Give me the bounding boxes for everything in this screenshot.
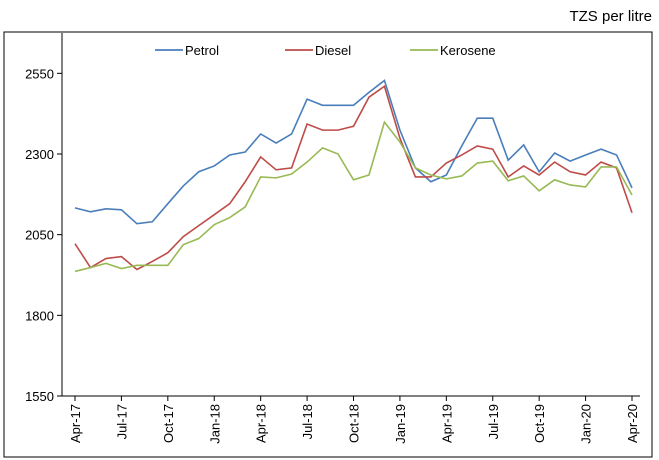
x-tick-label: Oct-18 <box>347 404 362 443</box>
y-tick-label: 1550 <box>25 389 54 404</box>
x-tick-label: Oct-17 <box>161 404 176 443</box>
x-tick-label: Oct-19 <box>532 404 547 443</box>
series-line <box>74 120 633 273</box>
y-tick-label: 1800 <box>25 308 54 323</box>
chart-frame <box>3 31 653 458</box>
y-tick-label: 2550 <box>25 66 54 81</box>
legend-label: Diesel <box>315 43 351 58</box>
x-tick-label: Apr-18 <box>254 404 269 443</box>
series-line <box>74 84 633 271</box>
x-tick-label: Jul-17 <box>114 404 129 439</box>
x-tick-label: Jan-18 <box>207 404 222 444</box>
unit-label: TZS per litre <box>569 8 652 25</box>
x-tick-label: Apr-19 <box>439 404 454 443</box>
x-tick-label: Apr-20 <box>625 404 640 443</box>
legend-label: Petrol <box>185 43 219 58</box>
y-tick-label: 2050 <box>25 228 54 243</box>
y-tick-label: 2300 <box>25 147 54 162</box>
x-tick-label: Jul-19 <box>486 404 501 439</box>
x-tick-label: Jul-18 <box>300 404 315 439</box>
x-tick-label: Apr-17 <box>68 404 83 443</box>
x-tick-label: Jan-20 <box>579 404 594 444</box>
legend-label: Kerosene <box>440 43 496 58</box>
x-tick-label: Jan-19 <box>393 404 408 444</box>
series-line <box>74 79 633 225</box>
